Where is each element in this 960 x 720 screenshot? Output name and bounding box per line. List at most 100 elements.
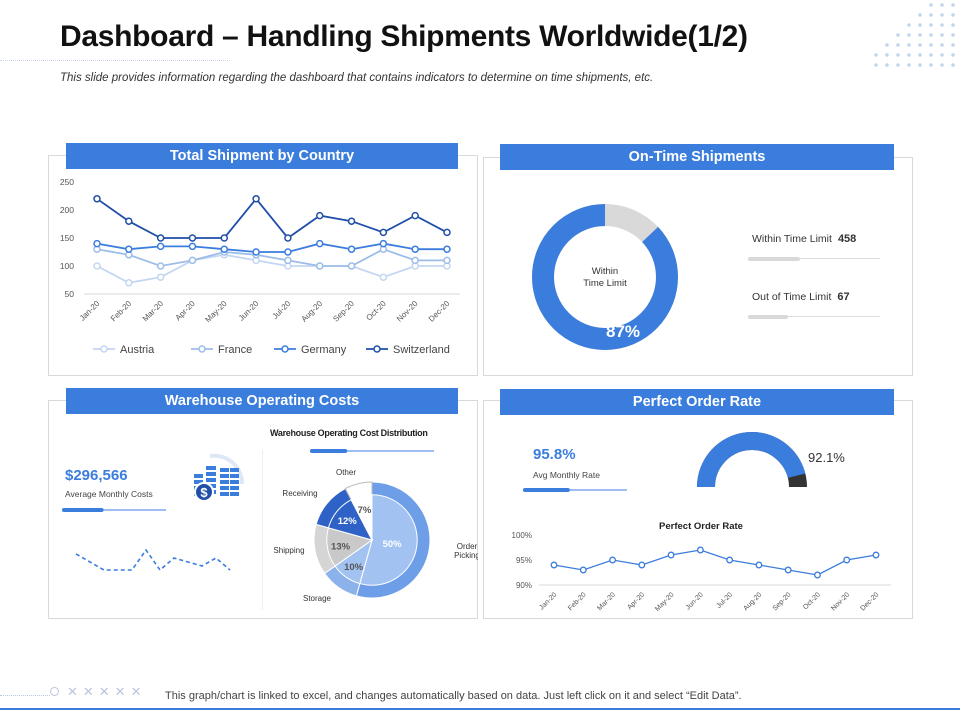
decor-dot [929,63,933,67]
pie-slice-inner [350,494,373,541]
legend-label: Switzerland [393,344,450,356]
x-tick-label: Sep-20 [331,299,356,324]
decor-dot [918,23,922,27]
donut-arc-within [532,204,678,350]
decor-dot [907,53,911,57]
progress-fill [310,449,348,453]
decor-dot [929,33,933,37]
rate-chart-title: Perfect Order Rate [659,521,743,532]
x-tick-label: Aug-20 [300,299,325,324]
data-point [379,228,388,237]
pie-slice-inner [359,494,418,586]
decor-dot [940,43,944,47]
rate-x-tick: Aug-20 [742,591,763,612]
decor-dot [907,63,911,67]
rate-x-tick: Mar-20 [596,591,617,612]
data-point [379,273,388,281]
x-tick-label: Nov-20 [395,299,420,324]
legend-label: France [218,344,252,356]
warehouse-cost-sparkline [75,548,231,572]
total-shipment-banner: Total Shipment by Country [66,143,458,169]
coin-stack [194,474,203,478]
coin-stack [230,492,239,496]
gauge-value-label: 92.1% [808,450,845,465]
warehouse-dist-underline [310,449,434,453]
icon-arc [209,453,245,485]
y-tick-label: 50 [65,289,75,299]
data-point [220,245,229,253]
on-time-stat-label: Out of Time Limit [752,291,832,303]
warehouse-cost-value: $296,566 [65,467,128,484]
rate-x-tick: May-20 [654,591,676,613]
decor-dot [951,33,955,37]
decor-dot [951,43,955,47]
data-point [315,262,324,270]
decor-dot [907,23,911,27]
rate-x-tick: Jun-20 [685,591,705,611]
footer-dotted-line [0,695,50,696]
data-point [252,248,260,256]
dollar-coin [194,482,214,502]
data-point [156,273,165,281]
money-stack-icon: $ [194,453,245,502]
decor-dot [929,43,933,47]
decor-dot [940,23,944,27]
on-time-stat-value: 67 [837,291,850,303]
data-point [252,195,260,203]
series-line-france [96,248,447,267]
on-time-stat-row: Out of Time Limit 67 [752,291,850,303]
coin-stack [220,480,229,484]
data-point [93,239,101,248]
rate-point [872,551,880,559]
perfect-order-rate-bar [523,488,627,492]
legend-marker [100,345,108,353]
coin-stack [220,468,229,472]
pie-value-label: 12% [338,516,358,527]
on-time-stat-label: Within Time Limit [752,233,832,245]
data-point [443,245,451,253]
legend-marker [281,345,289,353]
coin-stack [206,466,216,470]
legend-marker [373,345,381,353]
data-point [315,211,324,220]
header-divider [0,60,230,61]
rate-x-tick: Sep-20 [772,591,793,612]
page-subtitle: This slide provides information regardin… [60,72,654,84]
rate-point [814,571,821,579]
rate-x-tick: Jan-20 [538,591,558,611]
warehouse-divider [262,450,263,610]
rate-point [609,556,616,564]
decor-dot [885,43,889,47]
x-tick-label: May-20 [203,299,229,325]
coin-stack [194,480,203,484]
rate-point [638,561,646,569]
donut-percent-label: 87% [606,322,640,341]
coin-stack [220,486,229,490]
rate-x-tick: Nov-20 [830,591,851,612]
data-point [125,245,133,253]
coin-stack [206,472,216,476]
legend-label: Germany [301,344,347,356]
donut-center-label: Time Limit [583,278,627,289]
rate-point [550,561,558,569]
footer-note: This graph/chart is linked to excel, and… [165,690,742,702]
series-line-austria [96,253,447,284]
page-title: Dashboard – Handling Shipments Worldwide… [60,20,748,53]
decorative-dot-grid [874,3,955,67]
on-time-stat-track [748,314,880,319]
decor-dot [940,13,944,17]
decor-dot [896,33,900,37]
on-time-stat-row: Within Time Limit 458 [752,233,856,245]
decor-dot [918,13,922,17]
x-tick-label: Jan-20 [78,299,102,323]
rate-x-tick: Jul-20 [716,591,735,610]
perfect-order-banner: Perfect Order Rate [500,389,894,415]
decor-dot [951,3,955,7]
decor-dot [874,63,878,67]
data-point [188,234,197,242]
perfect-order-monthly-rate: 95.8% [533,446,576,463]
data-point [443,228,451,237]
rate-y-tick: 90% [516,581,532,590]
